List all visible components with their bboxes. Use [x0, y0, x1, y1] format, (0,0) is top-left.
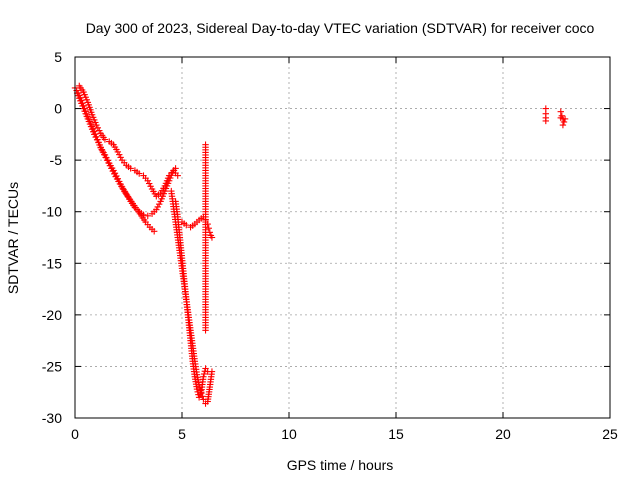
data-point-fill [94, 124, 102, 132]
x-tick-label: 10 [281, 426, 297, 442]
grid-layer [75, 57, 610, 418]
data-point-fill [106, 162, 114, 169]
ticks-layer: 0 5 10 15 20 25 5 0 -5 -10 -15 -20 -25 -30 [42, 49, 618, 442]
x-tick-label: 25 [602, 426, 618, 442]
data-point-fill [200, 370, 208, 378]
data-point [93, 121, 100, 129]
data-point-fill [109, 167, 117, 175]
data-point [101, 136, 109, 143]
y-tick-label: -20 [42, 307, 62, 323]
data-point-fill [154, 203, 161, 211]
data-point [183, 221, 190, 229]
data-point [91, 131, 98, 138]
data-point [103, 156, 111, 164]
chart-title: Day 300 of 2023, Sidereal Day-to-day VTE… [86, 20, 595, 36]
data-point [204, 368, 211, 375]
data-point [561, 115, 569, 123]
y-tick-label: 0 [54, 101, 62, 117]
data-point-fill [111, 170, 118, 178]
data-point-fill [101, 151, 108, 158]
y-tick-label: -25 [42, 358, 62, 374]
data-point-fill [117, 154, 124, 161]
y-tick-label: 5 [54, 49, 62, 65]
data-point [136, 170, 143, 177]
data-point-fill [145, 180, 153, 187]
x-axis-label: GPS time / hours [287, 457, 394, 473]
points-layer [71, 82, 569, 407]
x-tick-label: 0 [71, 426, 79, 442]
data-point-fill [105, 159, 112, 167]
data-point [174, 172, 181, 179]
data-point [559, 121, 567, 129]
plot-frame [74, 56, 611, 419]
y-axis-label: SDTVAR / TECUs [5, 182, 21, 294]
x-tick-label: 5 [178, 426, 186, 442]
data-point [127, 165, 134, 172]
data-point-fill [147, 183, 154, 190]
data-point [114, 148, 121, 156]
y-tick-label: -30 [42, 410, 62, 426]
data-point-fill [155, 200, 163, 208]
data-point-fill [96, 127, 103, 134]
y-tick-label: -5 [50, 152, 63, 168]
y-tick-label: -10 [42, 204, 62, 220]
x-tick-label: 20 [495, 426, 511, 442]
data-point [144, 177, 151, 184]
y-tick-label: -15 [42, 255, 62, 271]
data-point-fill [93, 136, 101, 144]
data-point [202, 327, 209, 334]
data-point [557, 108, 564, 115]
x-tick-label: 15 [388, 426, 404, 442]
data-point [153, 206, 160, 213]
data-point-fill [116, 151, 123, 158]
data-point [557, 114, 564, 122]
data-point [560, 118, 568, 126]
data-point [150, 228, 158, 235]
data-point [542, 117, 549, 125]
data-point [208, 234, 216, 241]
data-point [144, 212, 151, 220]
data-point [200, 373, 207, 380]
data-point [99, 148, 107, 156]
data-point [108, 165, 115, 172]
data-point [205, 225, 212, 232]
data-point-fill [102, 154, 109, 161]
data-point-fill [92, 133, 99, 141]
